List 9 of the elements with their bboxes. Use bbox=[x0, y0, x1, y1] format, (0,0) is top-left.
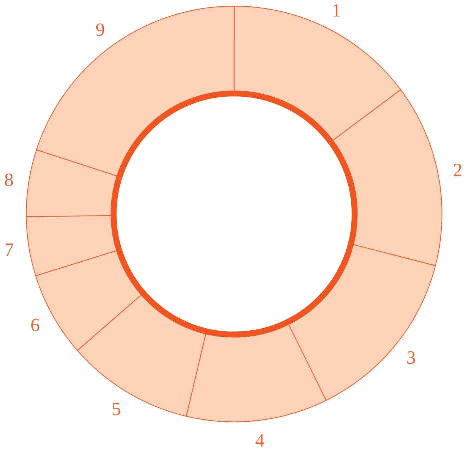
slice-label: 8 bbox=[5, 174, 14, 186]
slice-label: 7 bbox=[6, 244, 14, 256]
slice-label: 4 bbox=[256, 434, 264, 447]
slice-label: 1 bbox=[333, 4, 340, 17]
slice-label: 3 bbox=[408, 351, 416, 364]
slice-label: 9 bbox=[96, 24, 104, 36]
slice-label: 6 bbox=[32, 318, 40, 332]
slice-label: 5 bbox=[112, 402, 120, 416]
slice-label: 2 bbox=[454, 164, 462, 176]
